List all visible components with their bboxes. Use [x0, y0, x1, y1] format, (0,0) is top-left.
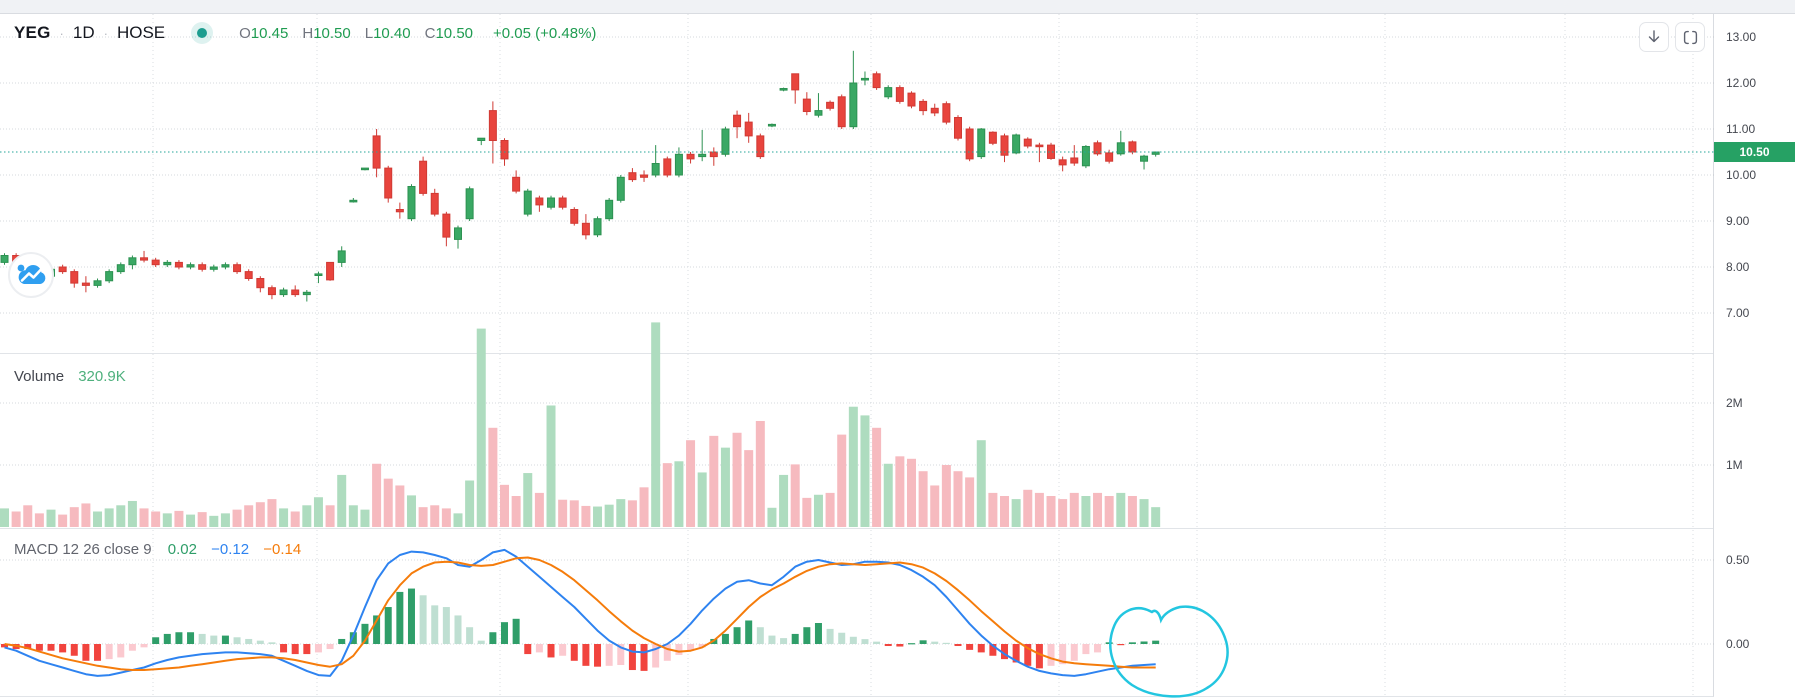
- macd-tick-label: 0.50: [1726, 553, 1750, 567]
- symbol-header: YEG · 1D · HOSE O10.45 H10.50 L10.40 C10…: [14, 22, 596, 44]
- ohlc-values: O10.45 H10.50 L10.40 C10.50 +0.05 (+0.48…: [239, 25, 596, 42]
- signal-line: [4, 556, 1156, 671]
- volume-value: 320.9K: [78, 368, 126, 385]
- volume-tick-label: 2M: [1726, 396, 1743, 410]
- price-tick-label: 12.00: [1726, 76, 1757, 90]
- macd-signal-value: −0.14: [263, 541, 302, 558]
- price-axis[interactable]: 13.00 12.00 11.00 10.00 9.00 8.00 7.00 2M 1M 0.50…: [1714, 14, 1795, 698]
- price-tick-label: 10.00: [1726, 168, 1757, 182]
- open-value: O10.45: [239, 24, 289, 42]
- macd-lines: [4, 548, 1156, 677]
- pane-borders: [0, 14, 1795, 697]
- macd-hist-value: 0.02: [167, 541, 197, 558]
- macd-tick-label: 0.00: [1726, 637, 1750, 651]
- market-status-icon[interactable]: [191, 22, 214, 44]
- scroll-to-recent-button[interactable]: [1639, 22, 1669, 52]
- price-tick-label: 7.00: [1726, 306, 1750, 320]
- separator: ·: [103, 25, 108, 41]
- volume-pane-header: Volume 320.9K: [14, 368, 126, 385]
- arrow-down-icon: [1648, 30, 1660, 43]
- change-value: +0.05 (+0.48%): [493, 24, 597, 42]
- last-price-badge: 10.50: [1714, 142, 1795, 162]
- macd-line-value: −0.12: [211, 541, 250, 558]
- drawn-circle-annotation[interactable]: [1109, 605, 1229, 698]
- low-value: L10.40: [364, 24, 411, 42]
- tradingview-logo[interactable]: [8, 252, 54, 298]
- price-tick-label: 11.00: [1726, 122, 1756, 136]
- fullscreen-button[interactable]: [1675, 22, 1705, 52]
- price-tick-label: 9.00: [1726, 214, 1750, 228]
- volume-tick-label: 1M: [1726, 458, 1743, 472]
- chart-buttons: [1639, 22, 1705, 52]
- price-tick-label: 13.00: [1726, 30, 1757, 44]
- candlestick-series: [0, 50, 1160, 302]
- volume-bars: [0, 322, 1161, 527]
- price-tick-label: 8.00: [1726, 260, 1750, 274]
- volume-label[interactable]: Volume: [14, 368, 65, 385]
- cloud-chart-icon: [17, 264, 46, 284]
- separator: ·: [59, 25, 64, 41]
- macd-pane-header: MACD 12 26 close 9 0.02 −0.12 −0.14: [14, 541, 301, 558]
- macd-label[interactable]: MACD 12 26 close 9: [14, 541, 152, 558]
- symbol-name[interactable]: YEG: [14, 23, 51, 42]
- close-value: C10.50: [424, 24, 474, 42]
- exchange-name[interactable]: HOSE: [116, 23, 166, 42]
- maximize-icon: [1683, 30, 1697, 44]
- high-value: H10.50: [302, 24, 351, 42]
- macd-line: [4, 548, 1156, 677]
- top-toolbar-strip: [0, 0, 1795, 14]
- timeframe[interactable]: 1D: [72, 23, 95, 42]
